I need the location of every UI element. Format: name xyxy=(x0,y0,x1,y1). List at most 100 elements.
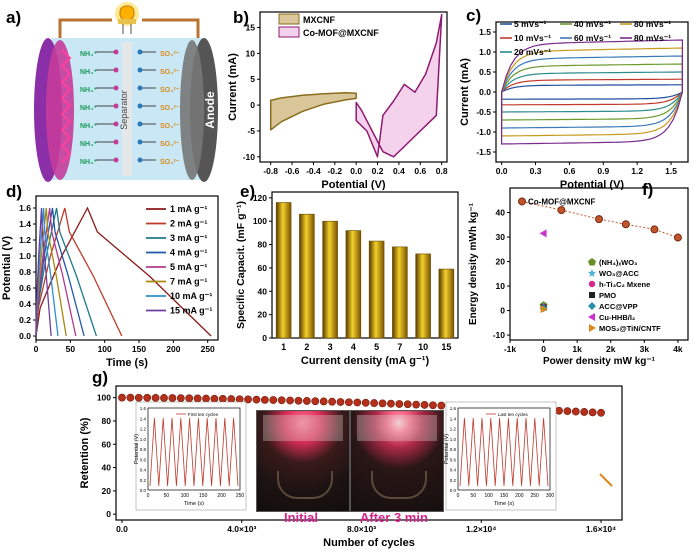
cv-curve-co-mof xyxy=(355,13,443,158)
plot-frame xyxy=(509,187,689,341)
panel-label-d: d) xyxy=(6,182,23,201)
bar xyxy=(299,213,315,339)
panel-label-b: b) xyxy=(233,8,250,27)
cathode-structure xyxy=(60,49,72,163)
ref-marker xyxy=(588,313,595,321)
ref-marker xyxy=(588,258,596,266)
main-series-point xyxy=(673,233,682,242)
legend-label: ACC@VPP xyxy=(599,302,638,311)
legend-label: 10 mVs⁻¹ xyxy=(514,33,551,43)
inset-x-tick: 200 xyxy=(217,493,226,499)
retention-point xyxy=(395,400,404,408)
x-tick-label: -0.2 xyxy=(327,166,342,176)
cv-chart-b: -0.8 -0.6 -0.4 -0.2 0.0 0.2 0.4 0.6 0.8 -10 -5 0 5 10… xyxy=(227,11,448,190)
legend-label: 40 mVs⁻¹ xyxy=(574,19,611,29)
retention-point xyxy=(210,394,219,403)
legend-label: 4 mA g⁻¹ xyxy=(170,248,207,258)
inset-x-tick: 300 xyxy=(546,493,555,499)
x-tick-label: 150 xyxy=(132,344,146,354)
x-axis-label: Potential (V) xyxy=(321,179,386,190)
x-tick-label: 4k xyxy=(673,344,683,354)
photo-initial xyxy=(256,410,350,512)
separator-membrane xyxy=(122,42,132,176)
legend-label: PMO xyxy=(599,291,616,300)
x-tick-label: 100 xyxy=(98,344,112,354)
y-axis-label: Current (mA) xyxy=(460,58,471,126)
y-tick-label: 20 xyxy=(496,257,506,267)
ion-dot-right xyxy=(137,103,143,109)
inset-y-tick: 1.6 xyxy=(450,406,457,411)
retention-point xyxy=(302,397,311,405)
y-tick-label: 1.4 xyxy=(19,219,31,229)
inset-y-tick: 1.0 xyxy=(450,437,457,442)
retention-point xyxy=(168,394,177,402)
ion-label-left: NH₄⁺ xyxy=(80,141,97,148)
inset-y-tick: 1.4 xyxy=(450,416,457,421)
y-tick-label: -10 xyxy=(243,152,256,162)
plot-frame xyxy=(259,11,448,163)
x-tick-label: 1.2 xyxy=(631,166,643,176)
legend-label: Co-MOF@MXCNF xyxy=(303,28,379,38)
bar xyxy=(322,220,338,339)
ion-rows: NH₄⁺ SO₄²⁻ NH₄⁺ SO₄²⁻ NH₄⁺ SO₄²⁻ NH₄⁺ SO₄²⁻ NH₄⁺… xyxy=(60,49,180,166)
retention-point xyxy=(336,398,345,406)
ion-dot-right xyxy=(137,139,143,145)
inset-y-tick: 0.6 xyxy=(140,457,147,462)
y-tick-label: 0.6 xyxy=(19,283,31,293)
y-axis-label: Retention (%) xyxy=(79,417,91,488)
photo-after-wire xyxy=(371,471,427,499)
ion-label-left: NH₄⁺ xyxy=(80,51,97,58)
ref-marker xyxy=(589,324,596,332)
retention-point xyxy=(202,394,210,403)
cv-chart-c: 0.0 0.3 0.6 0.9 1.2 1.5 -1.5 -1.0 -0.5 0.0 0.5 1.0 1… xyxy=(460,19,689,190)
y-tick-label: 1.0 xyxy=(19,251,31,261)
ragone-chart-f: -1k 0 1k 2k 3k 4k -10 0 10 20 30 40 Power density mW… xyxy=(468,187,689,367)
x-tick-label: 0 xyxy=(34,344,39,354)
bar xyxy=(438,268,455,339)
legend-label: 5 mA g⁻¹ xyxy=(170,262,207,272)
x-tick-label: 2 xyxy=(304,342,309,352)
x-tick-label: 3 xyxy=(328,342,333,352)
retention-point xyxy=(134,393,143,402)
ion-dot-right xyxy=(137,49,143,55)
ref-marker xyxy=(588,302,596,310)
cv-loop xyxy=(501,55,683,129)
legend-label: (NH₄)ₓWO₃ xyxy=(599,258,638,267)
retention-point xyxy=(319,397,328,406)
annotation-arrow xyxy=(599,473,613,487)
inset-x-tick: 250 xyxy=(236,493,245,499)
x-axis-label: Potential (V) xyxy=(560,179,625,190)
legend-label: 3 mA g⁻¹ xyxy=(170,233,207,243)
ion-label-right: SO₄²⁻ xyxy=(160,87,180,94)
legend-label: 10 mA g⁻¹ xyxy=(170,291,212,301)
inset-y-tick: 1.2 xyxy=(140,427,147,432)
ion-label-right: SO₄²⁻ xyxy=(160,105,180,112)
x-tick-label: 0.0 xyxy=(496,166,508,176)
retention-point xyxy=(260,395,269,404)
inset-x-tick: 250 xyxy=(530,493,539,499)
retention-point xyxy=(571,407,580,416)
retention-point xyxy=(277,396,286,405)
inset-y-tick: 0.0 xyxy=(140,488,147,493)
y-tick-label: 20 xyxy=(258,310,268,320)
x-tick-label: 0.0 xyxy=(350,166,362,176)
x-tick-label: 1.2×10⁴ xyxy=(466,524,496,534)
ion-label-right: SO₄²⁻ xyxy=(160,69,180,76)
bar xyxy=(415,253,431,339)
ref-marker xyxy=(540,305,548,314)
legend-label: 20 mVs⁻¹ xyxy=(514,47,551,57)
photo-after-panel xyxy=(357,415,437,441)
retention-point xyxy=(328,397,336,406)
retention-point xyxy=(345,398,353,407)
retention-point xyxy=(118,393,126,402)
retention-point xyxy=(176,394,185,403)
plot-frame xyxy=(271,191,459,339)
main-series-point xyxy=(595,215,603,224)
main-series-point xyxy=(650,225,659,234)
inset-y-tick: 1.2 xyxy=(450,427,457,432)
retention-point xyxy=(126,393,135,402)
separator-label: Separator xyxy=(119,90,129,130)
panel-g: g) 0.0 4.0×10³ 8.0×10³ 1.2×10⁴ 1.6×10⁴ 0 20 40 6… xyxy=(0,368,697,554)
y-tick-label: 5 xyxy=(250,74,255,84)
legend-label-main: Co-MOF@MXCNF xyxy=(528,197,595,206)
